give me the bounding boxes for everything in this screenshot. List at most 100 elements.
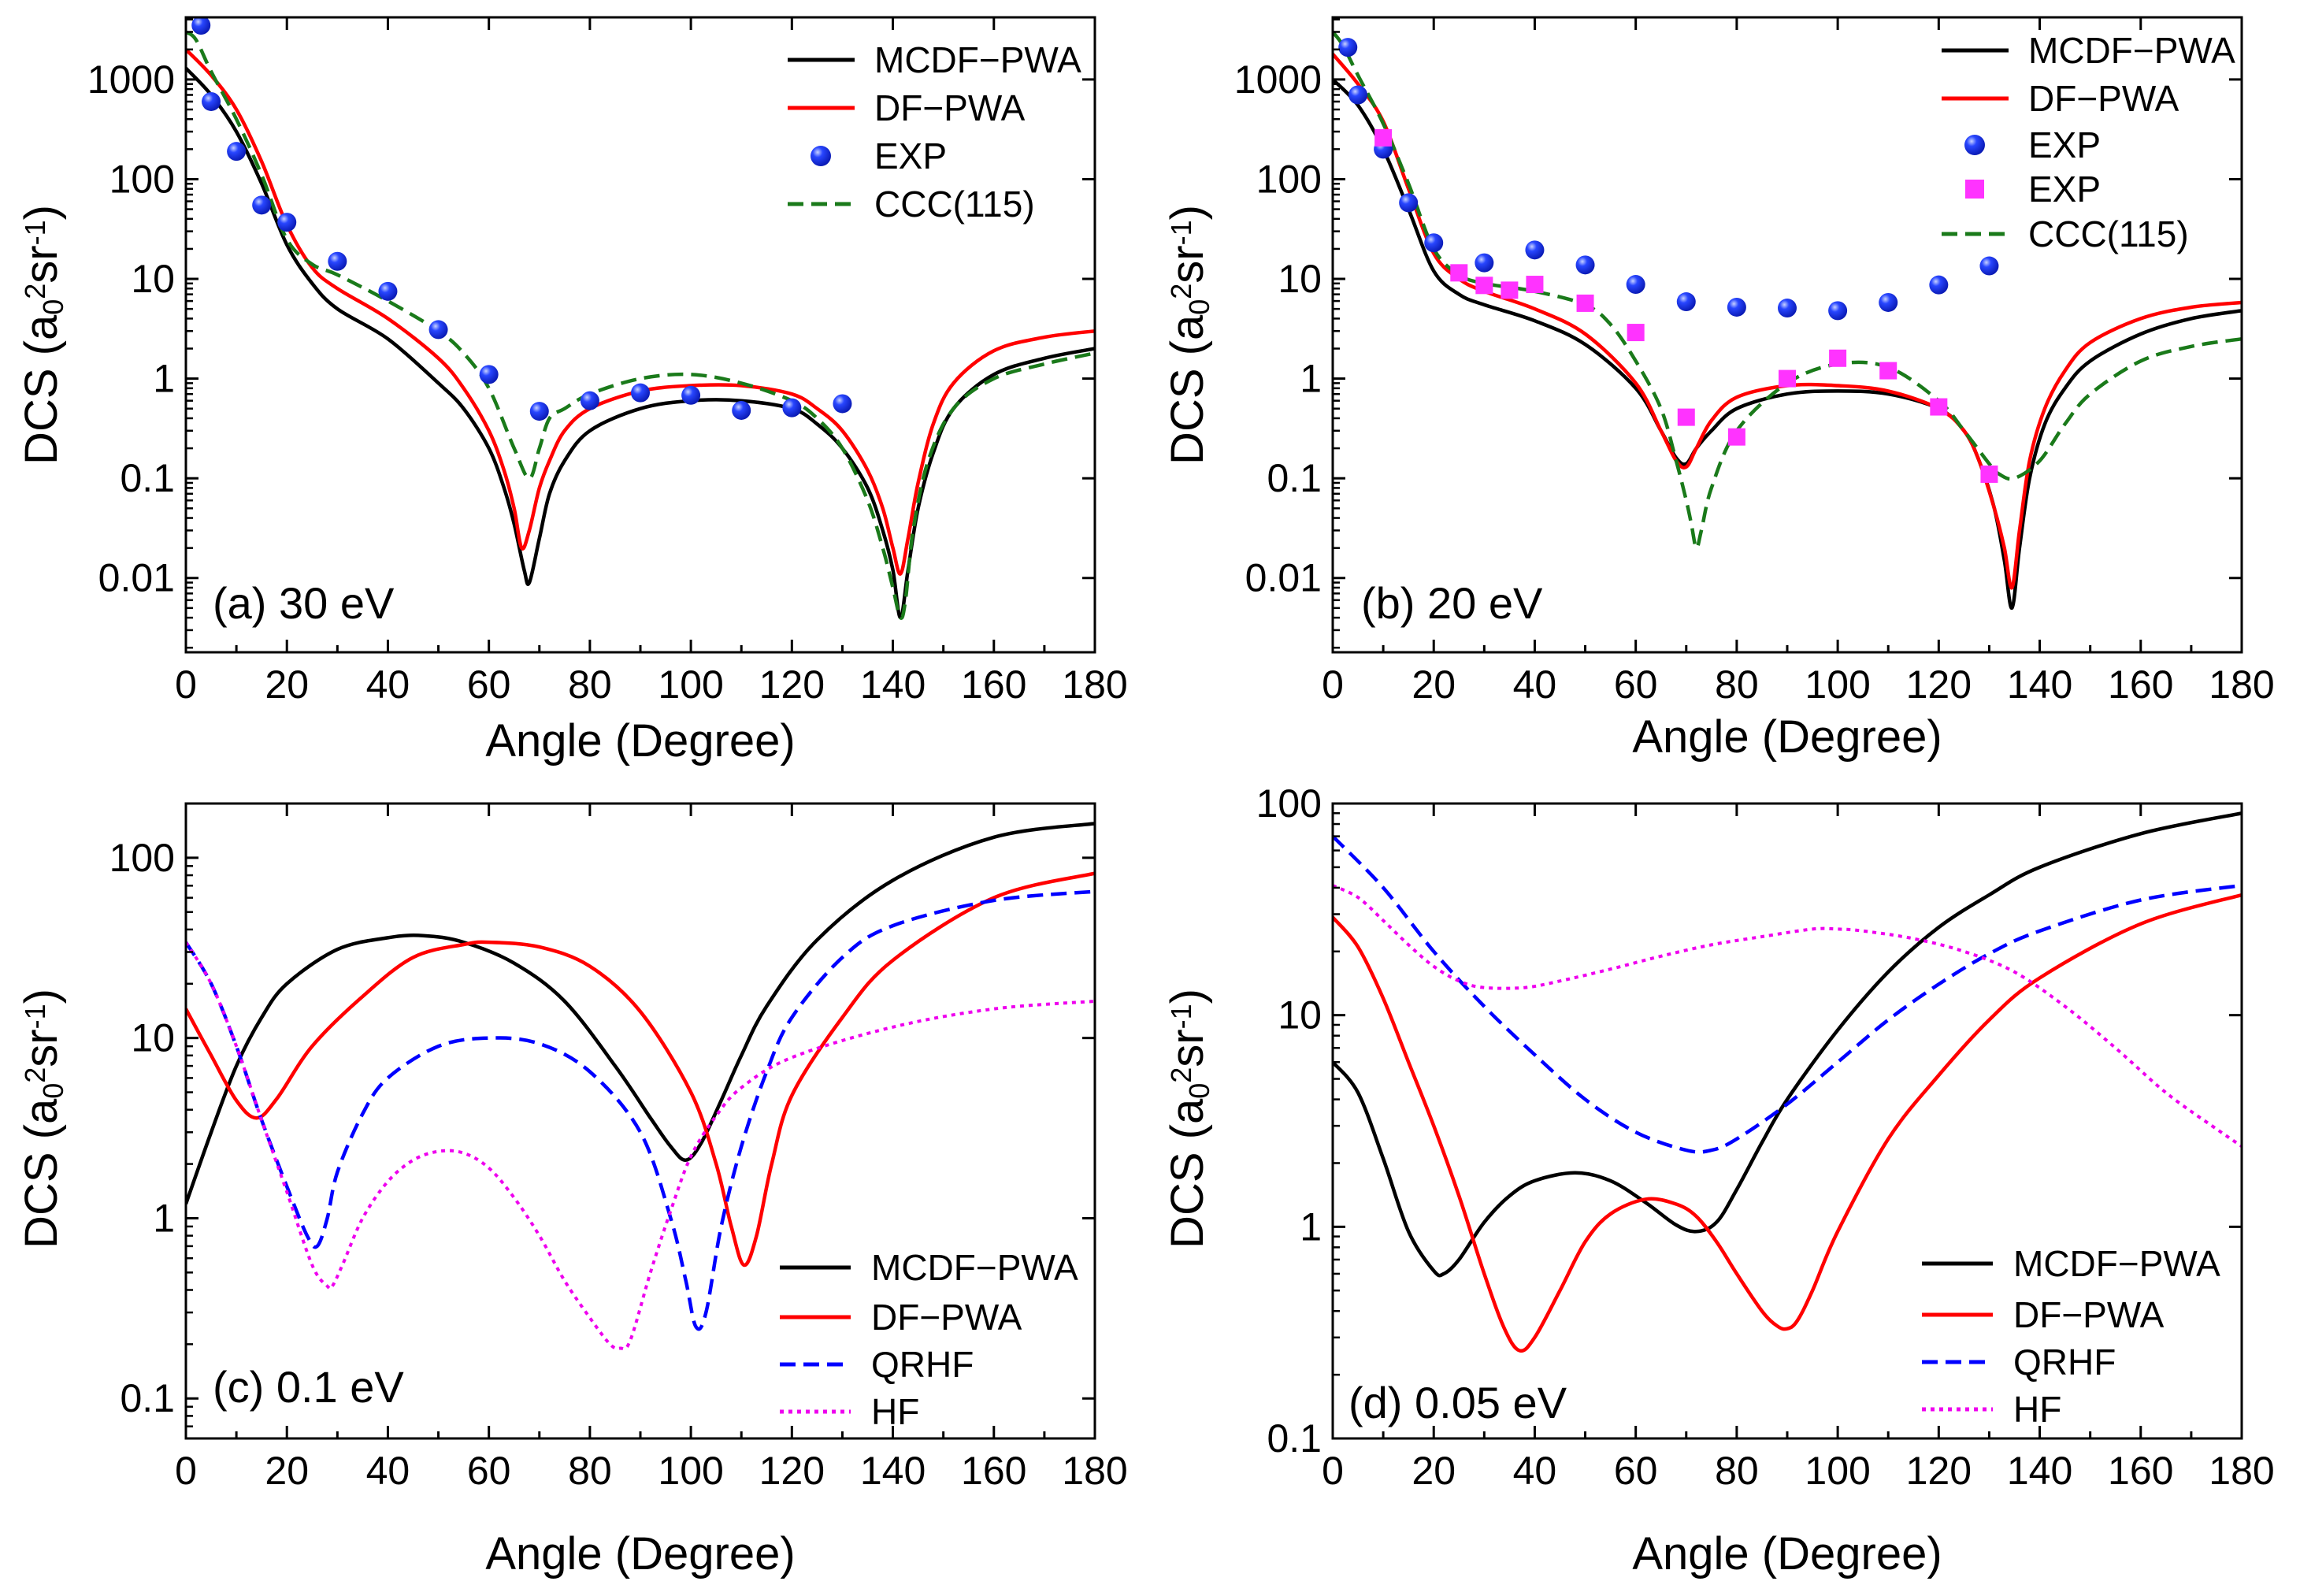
x-tick-label: 180 <box>1062 663 1127 707</box>
panel-d: 0 20 40 60 80 100 120 140 160 180 0.1 1 10 100 DCS (a… <box>1162 781 2275 1579</box>
x-tick-label: 120 <box>759 663 825 707</box>
data-point-exp-4 <box>1677 408 1695 426</box>
data-point-exp-3 <box>1348 85 1368 105</box>
x-tick-label: 20 <box>1412 1449 1456 1493</box>
x-tick-label: 40 <box>366 1449 410 1493</box>
y-tick-label: 100 <box>109 836 175 880</box>
legend-label: CCC(115) <box>874 184 1035 225</box>
data-point-exp-3 <box>328 251 347 271</box>
data-point-exp-3 <box>1399 193 1419 213</box>
y-tick-label: 0.1 <box>120 456 175 500</box>
legend-label: EXP <box>2028 124 2101 165</box>
series-line-hf-3 <box>186 941 1095 1351</box>
data-point-exp-3 <box>202 91 221 111</box>
y-tick-label: 100 <box>1256 157 1322 201</box>
data-point-exp-3 <box>1727 297 1746 317</box>
legend-label: MCDF−PWA <box>2013 1243 2220 1284</box>
data-point-exp-4 <box>1879 362 1898 380</box>
data-point-exp-3 <box>1475 253 1494 273</box>
data-point-exp-3 <box>1525 240 1545 260</box>
x-tick-label: 20 <box>1412 663 1456 707</box>
y-tick-label: 0.01 <box>98 556 175 600</box>
data-point-exp-3 <box>1778 299 1797 318</box>
data-point-exp-4 <box>1627 324 1645 342</box>
x-tick-label: 140 <box>860 1449 926 1493</box>
legend-label: HF <box>871 1391 919 1432</box>
legend-swatch-exp <box>811 146 831 166</box>
y-tick-label: 1 <box>153 1196 175 1240</box>
legend: MCDF−PWA DF−PWA QRHF HF <box>1922 1243 2220 1430</box>
data-point-exp-4 <box>1980 465 1998 483</box>
x-tick-label: 20 <box>265 1449 309 1493</box>
legend-label: HF <box>2013 1389 2061 1430</box>
x-tick-label: 120 <box>759 1449 825 1493</box>
x-tick-label: 40 <box>366 663 410 707</box>
panel-label: (d) 0.05 eV <box>1348 1378 1567 1427</box>
data-point-exp-3 <box>529 402 549 421</box>
legend-label: EXP <box>2028 169 2101 210</box>
series-line-qrhf-2 <box>186 889 1095 1331</box>
series-line-mcdf-pwa-0 <box>1333 78 2242 611</box>
data-point-exp-3 <box>428 320 448 340</box>
data-point-exp-4 <box>1374 128 1393 147</box>
legend-label: QRHF <box>871 1344 974 1385</box>
y-tick-label: 1 <box>1300 357 1322 401</box>
x-tick-label: 180 <box>1062 1449 1127 1493</box>
data-point-exp-4 <box>1475 277 1493 295</box>
legend-label: EXP <box>874 135 947 176</box>
data-point-exp-4 <box>1501 281 1519 299</box>
x-tick-label: 80 <box>1715 1449 1759 1493</box>
series-line-mcdf-pwa-0 <box>1333 811 2242 1278</box>
data-point-exp-3 <box>191 17 211 35</box>
legend: MCDF−PWA DF−PWA EXP EXP CCC(115) <box>1942 30 2235 254</box>
series-line-df-pwa-1 <box>186 871 1095 1268</box>
legend-label: MCDF−PWA <box>871 1247 1078 1288</box>
x-tick-label: 140 <box>2007 663 2072 707</box>
data-point-exp-3 <box>1676 292 1696 312</box>
x-axis-label: Angle (Degree) <box>1632 711 1942 763</box>
legend-label: MCDF−PWA <box>874 39 1081 80</box>
x-axis-label: Angle (Degree) <box>1632 1528 1942 1579</box>
legend-label: DF−PWA <box>874 87 1026 128</box>
data-point-exp-3 <box>631 383 650 403</box>
data-point-exp-3 <box>833 394 852 414</box>
legend-label: CCC(115) <box>2028 213 2189 254</box>
series-line-hf-3 <box>1333 884 2242 1148</box>
y-tick-label: 1 <box>153 357 175 401</box>
panel-label: (b) 20 eV <box>1361 578 1543 628</box>
y-tick-label: 0.1 <box>1267 456 1322 500</box>
y-tick-label: 10 <box>131 257 175 301</box>
x-tick-label: 140 <box>2007 1449 2072 1493</box>
x-tick-label: 0 <box>1322 1449 1344 1493</box>
y-tick-label: 0.1 <box>1267 1416 1322 1461</box>
legend-swatch-exp-blue <box>1964 135 1985 155</box>
x-tick-label: 100 <box>658 1449 723 1493</box>
y-axis-label: DCS (a02sr-1) <box>1162 205 1215 465</box>
series-line-df-pwa-1 <box>186 48 1095 576</box>
data-point-exp-3 <box>227 142 247 161</box>
y-tick-label: 10 <box>1278 257 1322 301</box>
x-tick-label: 40 <box>1513 1449 1557 1493</box>
data-point-exp-4 <box>1930 398 1948 416</box>
data-point-exp-3 <box>782 398 802 418</box>
series-line-mcdf-pwa-0 <box>186 822 1095 1205</box>
series-line-df-pwa-1 <box>1333 53 2242 590</box>
series-line-mcdf-pwa-0 <box>186 66 1095 620</box>
x-tick-label: 80 <box>1715 663 1759 707</box>
data-point-exp-3 <box>580 391 599 410</box>
panel-label: (c) 0.1 eV <box>213 1362 404 1412</box>
legend-label: QRHF <box>2013 1342 2116 1383</box>
x-tick-label: 60 <box>1614 663 1658 707</box>
legend-label: DF−PWA <box>2013 1294 2165 1335</box>
x-tick-label: 100 <box>658 663 723 707</box>
legend-label: DF−PWA <box>871 1297 1022 1338</box>
data-point-exp-3 <box>277 213 297 232</box>
panel-b: 0 20 40 60 80 100 120 140 160 180 0.01 0.1 1 10 100 100… <box>1162 16 2275 763</box>
y-tick-label: 1 <box>1300 1204 1322 1249</box>
x-tick-label: 160 <box>2108 1449 2173 1493</box>
y-axis-label: DCS (a02sr-1) <box>16 205 69 465</box>
y-tick-label: 10 <box>1278 993 1322 1037</box>
legend: MCDF−PWA DF−PWA EXP CCC(115) <box>788 39 1081 225</box>
y-tick-label: 0.01 <box>1245 556 1322 600</box>
